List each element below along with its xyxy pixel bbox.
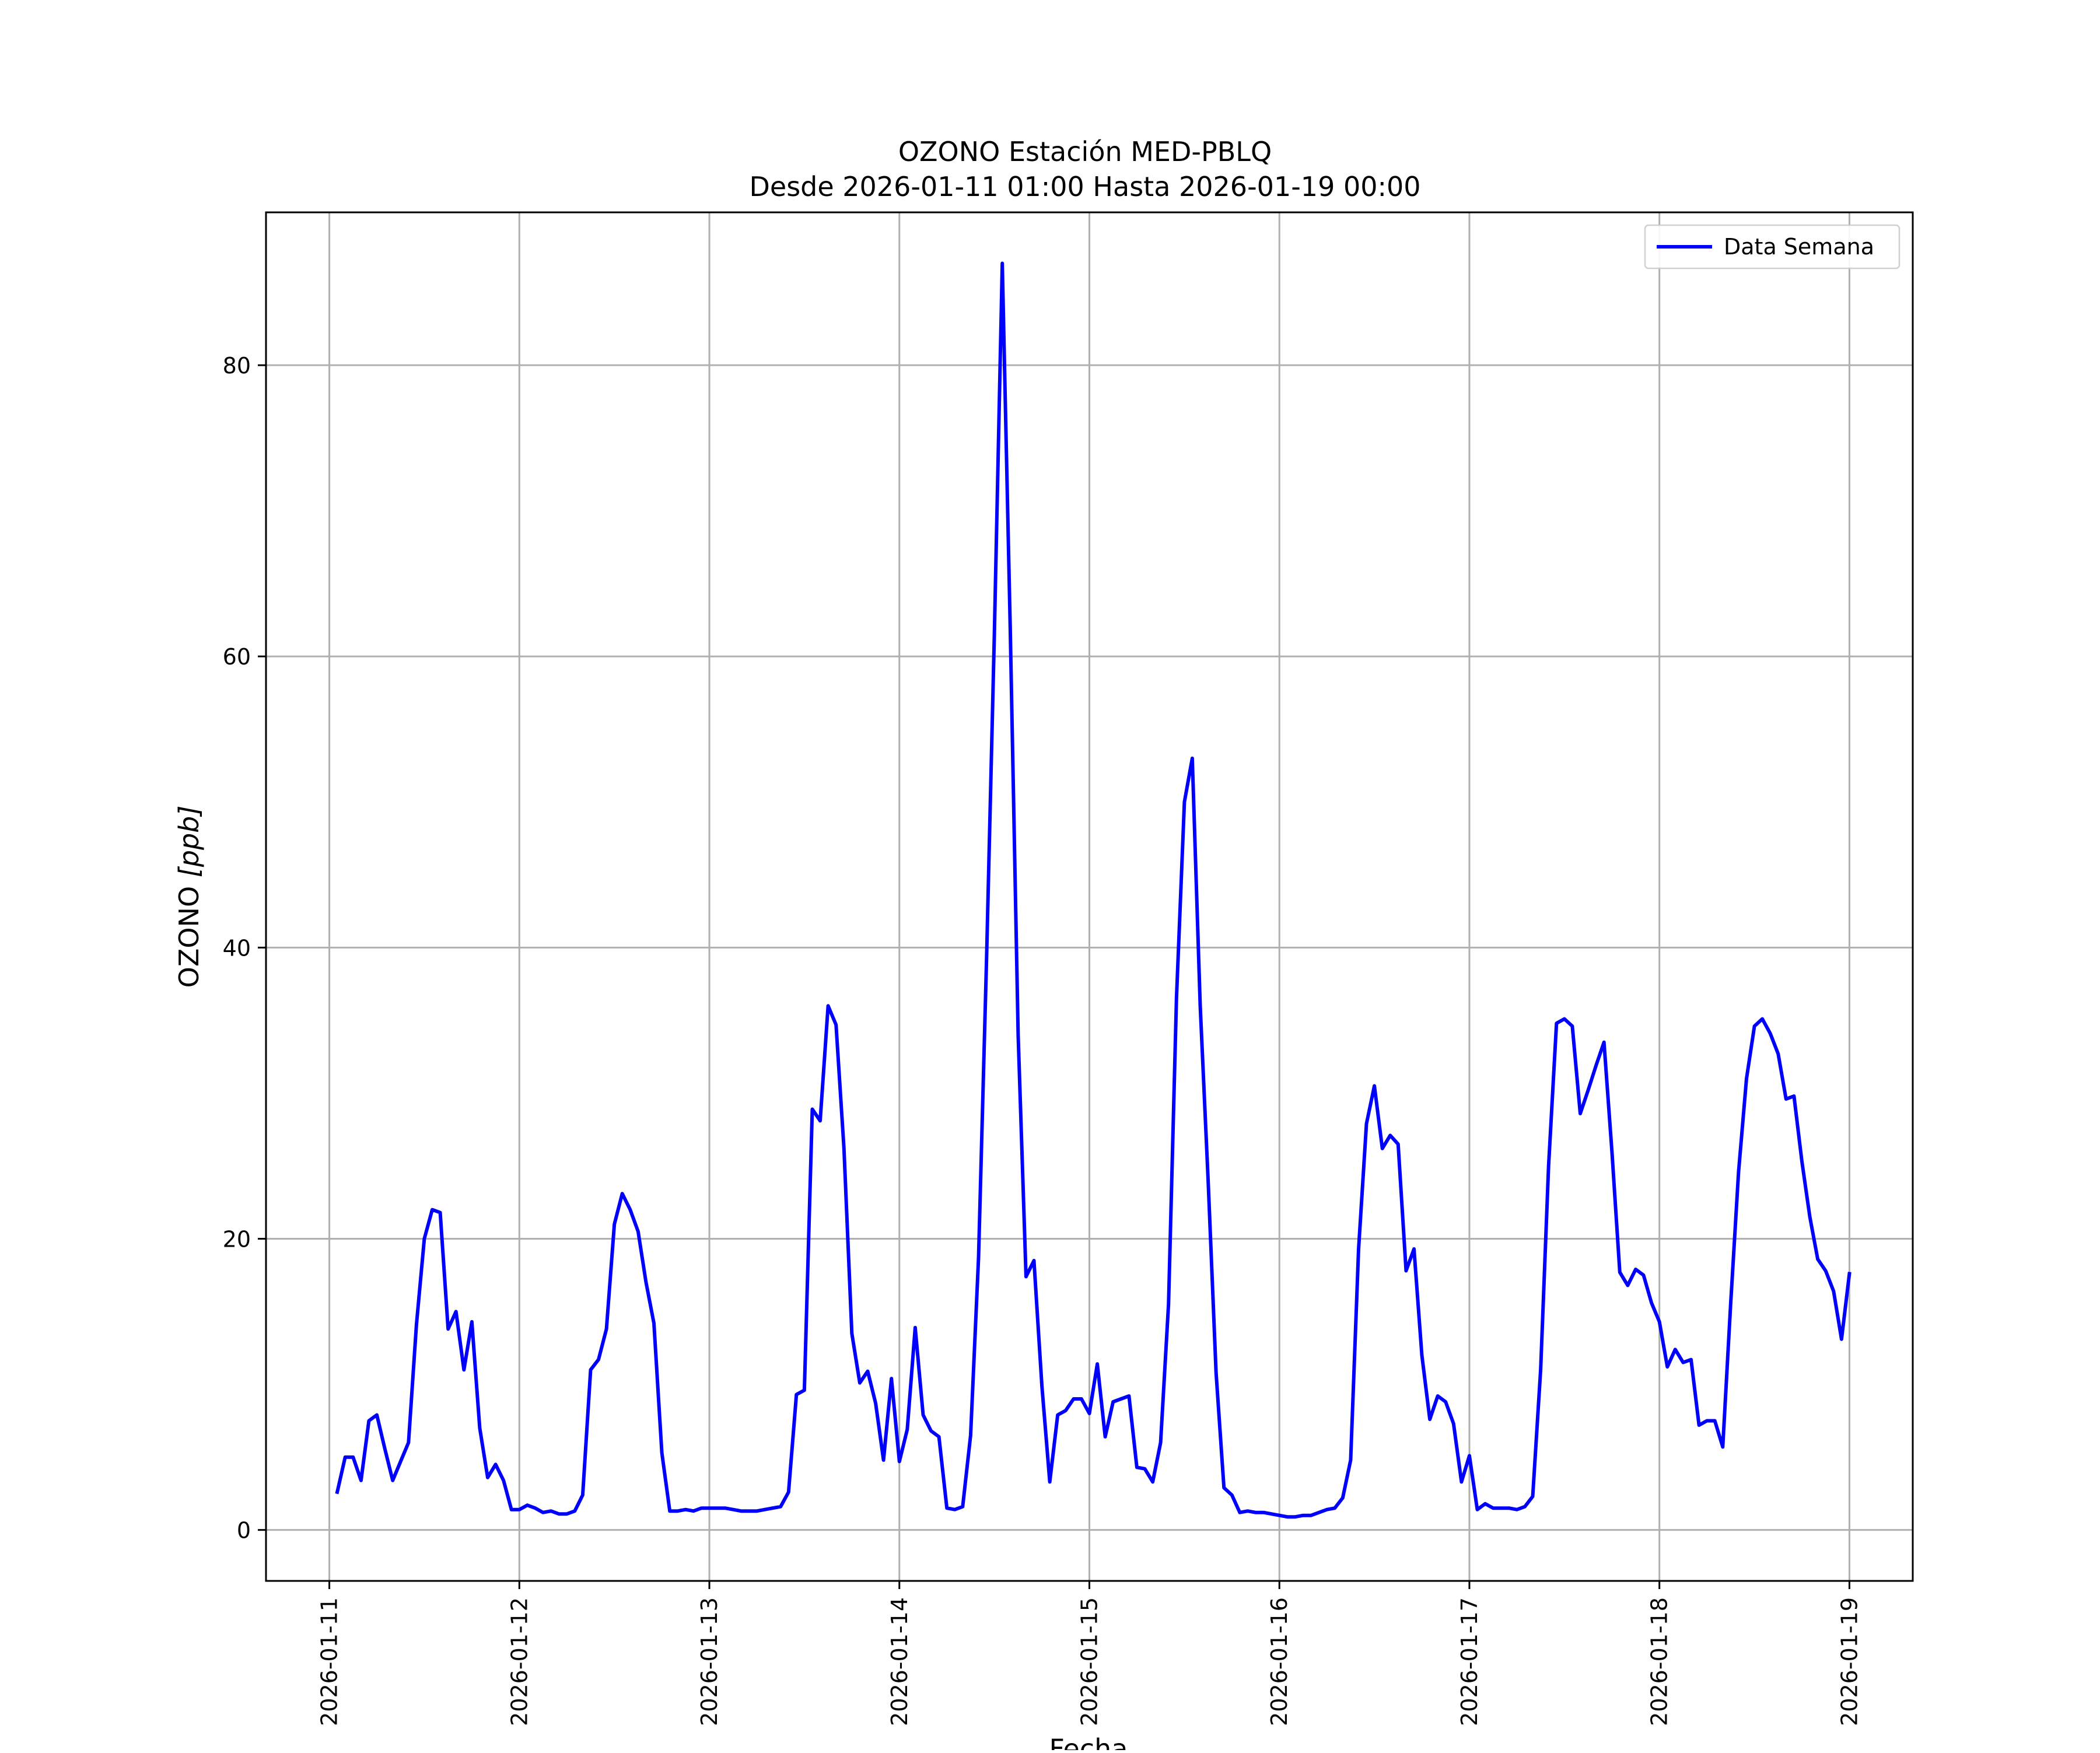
x-tick-label: 2026-01-12 [506,1597,532,1726]
y-axis-label: OZONO [ppb] [173,806,205,988]
y-axis-label-unit: [ppb] [173,806,205,878]
y-tick-label: 60 [223,644,251,670]
legend-box [1644,224,1901,270]
x-axis-label: Fecha [1049,1733,1128,1750]
x-tick-label: 2026-01-15 [1077,1597,1102,1726]
x-tick-label: 2026-01-16 [1266,1597,1292,1726]
chart-title: OZONO Estación MED-PBLQ [898,136,1272,167]
y-axis-label-main: OZONO [173,877,205,988]
x-tick-label: 2026-01-11 [317,1597,342,1726]
legend: Data Semana [1644,224,1901,270]
x-tick-label: 2026-01-18 [1647,1597,1672,1726]
y-tick-label: 40 [223,935,251,961]
y-tick-label: 80 [223,353,251,379]
x-tick-label: 2026-01-19 [1836,1597,1862,1726]
grid [266,212,1913,1581]
legend-label: Data Semana [1724,234,1874,260]
x-tick-label: 2026-01-17 [1457,1597,1482,1726]
plot-series [335,261,1852,1519]
x-tick-label: 2026-01-14 [887,1597,912,1726]
chart-subtitle: Desde 2026-01-11 01:00 Hasta 2026-01-19 … [749,171,1420,202]
x-tick-label: 2026-01-13 [696,1597,722,1726]
y-tick-label: 0 [237,1518,251,1544]
x-axis-ticks: 2026-01-11 2026-01-12 2026-01-13 2026-01-14… [317,1581,1862,1726]
y-tick-label: 20 [223,1227,251,1252]
series-line-data-semana [335,261,1852,1519]
y-axis-ticks: 0 20 40 60 80 [223,353,266,1544]
